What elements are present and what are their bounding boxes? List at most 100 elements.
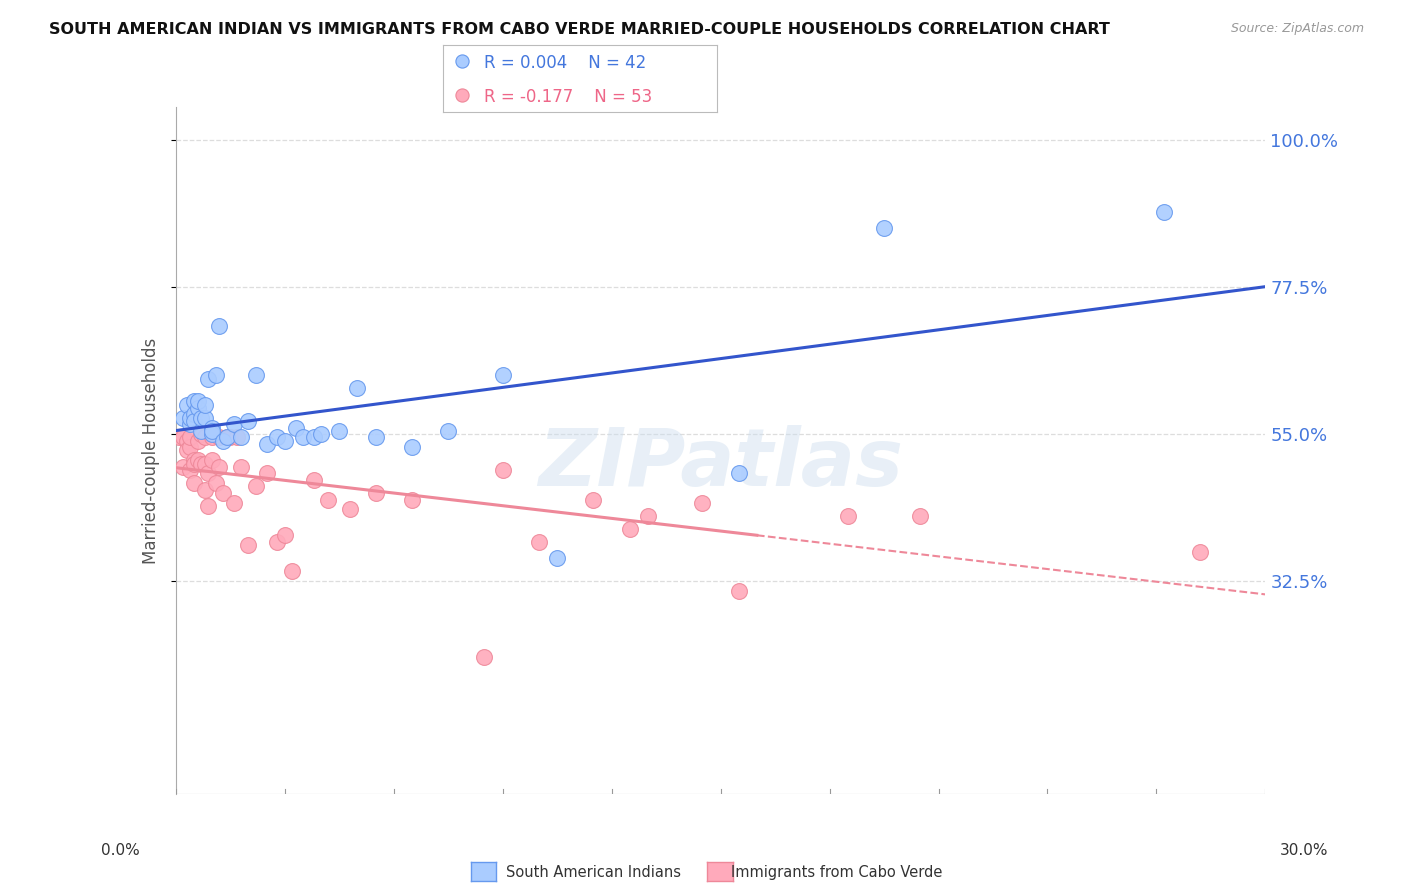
- Point: [204, 368, 226, 383]
- Point: [222, 417, 245, 432]
- Point: [364, 486, 387, 500]
- Point: [582, 492, 605, 507]
- Point: [451, 54, 474, 69]
- Point: [179, 430, 201, 444]
- Point: [186, 394, 209, 409]
- Point: [291, 430, 314, 444]
- Point: [176, 434, 198, 448]
- Point: [339, 502, 361, 516]
- Text: South American Indians: South American Indians: [506, 865, 681, 880]
- Text: 0.0%: 0.0%: [101, 843, 141, 858]
- Point: [169, 430, 191, 444]
- Point: [401, 492, 423, 507]
- Point: [190, 427, 212, 442]
- Point: [256, 467, 278, 481]
- Point: [873, 221, 896, 235]
- Point: [179, 440, 201, 454]
- Point: [692, 496, 714, 510]
- Point: [231, 430, 253, 444]
- Point: [492, 463, 515, 477]
- Point: [1189, 545, 1212, 559]
- Point: [201, 424, 224, 438]
- Point: [437, 424, 460, 438]
- Point: [274, 434, 297, 448]
- Point: [910, 508, 932, 523]
- Point: [208, 430, 231, 444]
- Point: [194, 398, 217, 412]
- Point: [302, 430, 325, 444]
- Point: [183, 476, 205, 491]
- Point: [197, 371, 219, 385]
- Text: R = 0.004    N = 42: R = 0.004 N = 42: [484, 54, 647, 72]
- Point: [212, 486, 235, 500]
- Point: [190, 410, 212, 425]
- Point: [172, 430, 194, 444]
- Point: [208, 459, 231, 474]
- Point: [186, 434, 209, 448]
- Point: [266, 430, 288, 444]
- Point: [238, 538, 260, 552]
- Point: [208, 319, 231, 334]
- Text: Source: ZipAtlas.com: Source: ZipAtlas.com: [1230, 22, 1364, 36]
- Point: [245, 479, 267, 493]
- Point: [201, 420, 224, 434]
- Point: [492, 368, 515, 383]
- Point: [194, 410, 217, 425]
- Point: [215, 430, 238, 444]
- Point: [527, 535, 550, 549]
- Point: [179, 410, 201, 425]
- Point: [183, 457, 205, 471]
- Point: [451, 87, 474, 102]
- Point: [190, 457, 212, 471]
- Point: [727, 584, 749, 599]
- Text: SOUTH AMERICAN INDIAN VS IMMIGRANTS FROM CABO VERDE MARRIED-COUPLE HOUSEHOLDS CO: SOUTH AMERICAN INDIAN VS IMMIGRANTS FROM…: [49, 22, 1111, 37]
- Y-axis label: Married-couple Households: Married-couple Households: [142, 337, 160, 564]
- Text: ZIPatlas: ZIPatlas: [538, 425, 903, 503]
- Point: [190, 424, 212, 438]
- Point: [194, 483, 217, 497]
- Point: [201, 430, 224, 444]
- Point: [619, 522, 641, 536]
- Point: [281, 565, 304, 579]
- Point: [194, 457, 217, 471]
- Point: [546, 551, 568, 566]
- Point: [266, 535, 288, 549]
- Point: [364, 430, 387, 444]
- Point: [1153, 204, 1175, 219]
- Point: [201, 453, 224, 467]
- Point: [179, 417, 201, 432]
- Point: [837, 508, 859, 523]
- Point: [302, 473, 325, 487]
- Point: [219, 430, 242, 444]
- Point: [284, 420, 307, 434]
- Point: [474, 649, 496, 664]
- Point: [176, 443, 198, 458]
- Point: [637, 508, 659, 523]
- Point: [231, 459, 253, 474]
- Point: [194, 430, 217, 444]
- Text: R = -0.177    N = 53: R = -0.177 N = 53: [484, 87, 652, 106]
- Point: [183, 408, 205, 422]
- Point: [212, 434, 235, 448]
- Point: [204, 476, 226, 491]
- Point: [328, 424, 350, 438]
- Point: [179, 463, 201, 477]
- Point: [238, 414, 260, 428]
- Point: [186, 453, 209, 467]
- Point: [222, 496, 245, 510]
- Point: [318, 492, 340, 507]
- Point: [201, 427, 224, 442]
- Point: [183, 394, 205, 409]
- Point: [172, 459, 194, 474]
- Point: [346, 381, 368, 395]
- Point: [186, 401, 209, 415]
- Point: [197, 467, 219, 481]
- Text: 30.0%: 30.0%: [1281, 843, 1329, 858]
- Point: [172, 410, 194, 425]
- Point: [215, 430, 238, 444]
- Point: [274, 528, 297, 542]
- Point: [183, 414, 205, 428]
- Point: [401, 440, 423, 454]
- Point: [245, 368, 267, 383]
- Point: [226, 430, 249, 444]
